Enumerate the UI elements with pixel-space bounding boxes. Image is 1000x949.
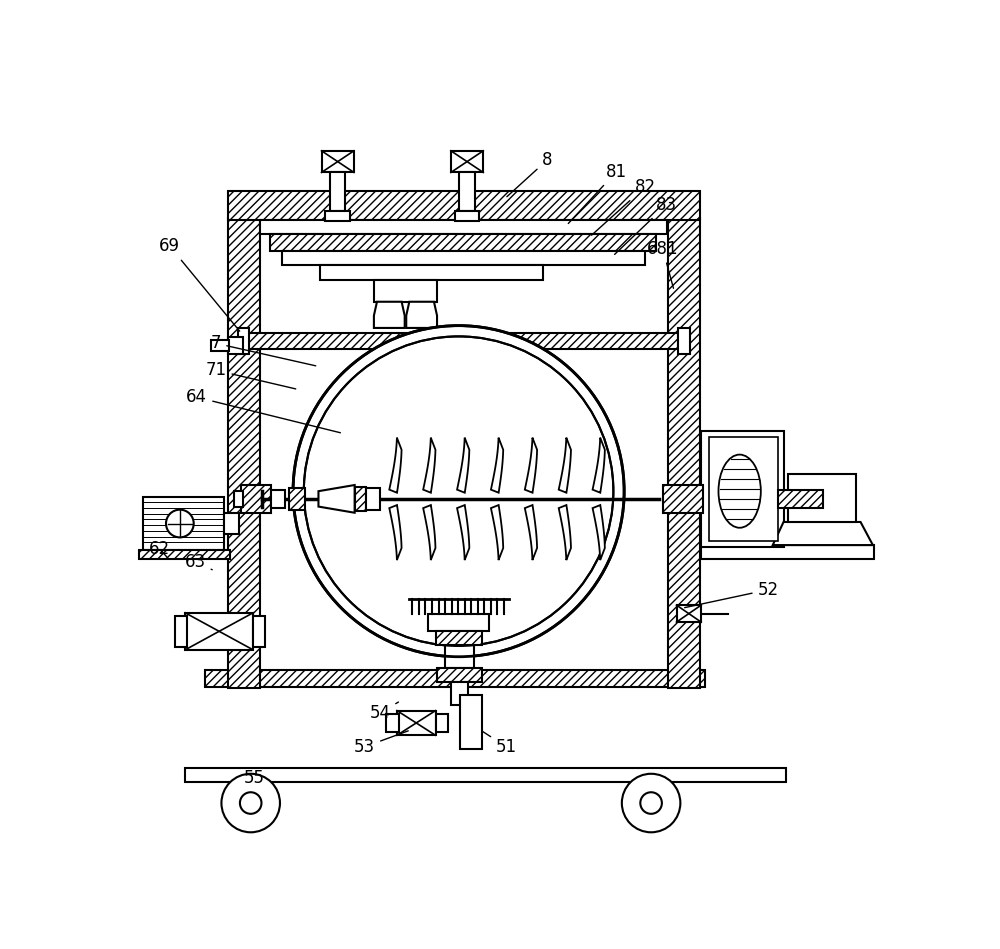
Polygon shape	[389, 437, 402, 493]
Bar	[185, 613, 253, 650]
Polygon shape	[423, 437, 435, 493]
Bar	[241, 485, 271, 512]
Bar	[325, 211, 350, 221]
Circle shape	[166, 510, 194, 537]
Polygon shape	[593, 437, 605, 493]
Bar	[386, 714, 399, 733]
Polygon shape	[423, 505, 435, 560]
Bar	[253, 616, 265, 646]
Polygon shape	[773, 522, 873, 545]
Text: 63: 63	[185, 553, 212, 571]
Circle shape	[221, 773, 280, 832]
Bar	[289, 488, 305, 510]
Bar	[455, 211, 479, 221]
Bar	[282, 251, 645, 265]
Text: 51: 51	[482, 732, 517, 755]
Bar	[139, 549, 230, 559]
Bar	[445, 645, 474, 668]
Bar	[436, 714, 448, 733]
Polygon shape	[491, 505, 503, 560]
Bar	[663, 485, 703, 512]
Bar	[355, 487, 366, 512]
Ellipse shape	[718, 455, 761, 528]
Bar	[436, 631, 482, 645]
Bar	[271, 490, 285, 508]
Text: 82: 82	[592, 178, 656, 235]
Circle shape	[293, 326, 624, 657]
Bar	[320, 265, 543, 280]
Polygon shape	[457, 437, 469, 493]
Bar	[260, 220, 666, 234]
Text: 55: 55	[244, 769, 265, 787]
Bar	[460, 696, 482, 749]
Bar	[224, 512, 239, 534]
Polygon shape	[389, 505, 402, 560]
Bar	[451, 151, 483, 173]
Bar	[228, 337, 243, 354]
Text: 681: 681	[647, 240, 678, 288]
Polygon shape	[318, 485, 355, 512]
Bar	[668, 218, 700, 687]
Bar	[330, 173, 345, 211]
Bar	[701, 431, 784, 547]
Polygon shape	[559, 505, 571, 560]
Bar	[322, 151, 354, 173]
Polygon shape	[374, 302, 405, 328]
Polygon shape	[559, 437, 571, 493]
Bar	[428, 614, 489, 631]
Bar	[451, 682, 468, 705]
Bar	[437, 668, 482, 682]
Bar	[228, 191, 700, 220]
Circle shape	[640, 792, 662, 814]
Bar	[397, 711, 436, 735]
Bar	[366, 488, 380, 510]
Text: 62: 62	[149, 540, 170, 558]
Text: 81: 81	[568, 162, 627, 224]
Bar	[234, 492, 243, 507]
Text: 52: 52	[685, 581, 779, 607]
Text: 54: 54	[370, 702, 398, 722]
Text: 71: 71	[205, 362, 296, 389]
Bar	[143, 497, 224, 549]
Bar	[211, 341, 229, 351]
Text: 53: 53	[354, 731, 408, 755]
Bar	[247, 333, 678, 348]
Polygon shape	[491, 437, 503, 493]
Bar	[709, 437, 778, 541]
Polygon shape	[525, 505, 537, 560]
Text: 69: 69	[159, 237, 240, 331]
Bar	[701, 545, 874, 559]
Bar	[678, 328, 690, 354]
Bar	[677, 605, 701, 623]
Polygon shape	[457, 505, 469, 560]
Bar	[459, 173, 475, 211]
Circle shape	[240, 792, 261, 814]
Polygon shape	[593, 505, 605, 560]
Bar	[270, 234, 656, 251]
Bar	[175, 616, 187, 646]
Bar	[228, 218, 260, 687]
Text: 7: 7	[211, 334, 316, 365]
Bar	[185, 769, 786, 782]
Bar	[238, 328, 249, 354]
Text: 8: 8	[507, 151, 552, 196]
Bar	[374, 280, 437, 302]
Text: 83: 83	[615, 195, 677, 254]
Polygon shape	[406, 302, 437, 328]
Circle shape	[622, 773, 680, 832]
Text: 64: 64	[186, 388, 340, 433]
Polygon shape	[525, 437, 537, 493]
Polygon shape	[293, 326, 624, 657]
Bar	[205, 670, 705, 687]
Bar	[788, 474, 856, 522]
Bar	[778, 490, 823, 508]
